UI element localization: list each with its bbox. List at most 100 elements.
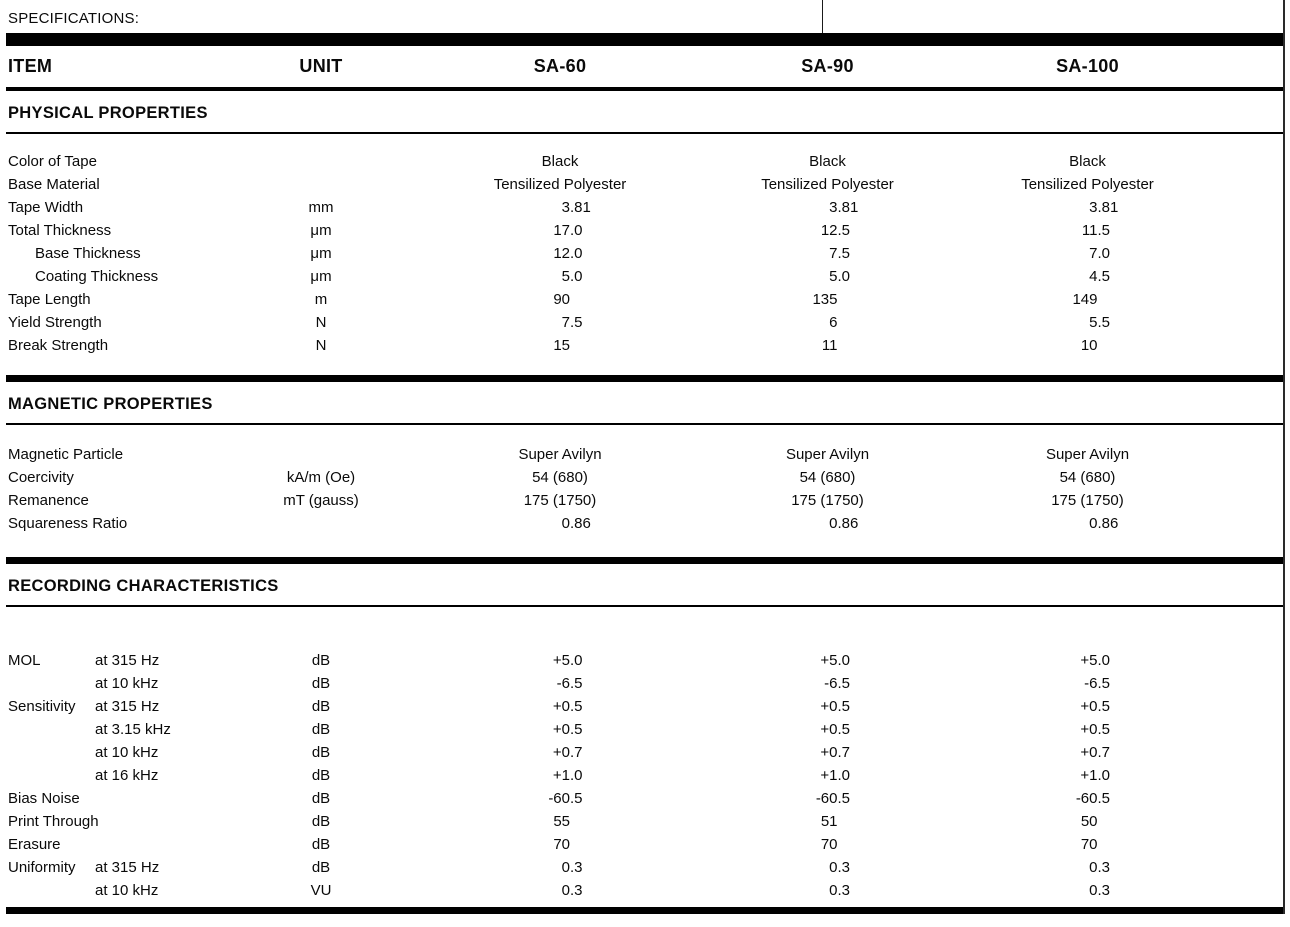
value-cell-sa90: 6 [715, 311, 940, 334]
value-int: 135 [812, 291, 838, 308]
spec-row: Squareness Ratio 0.86 0.86 0.86 [0, 512, 1290, 535]
value-int: 70 [1080, 836, 1098, 853]
decimal-aligned-value: 55 [528, 810, 592, 833]
item-label-cell: Erasure [0, 833, 237, 856]
value-int: +1 [820, 767, 838, 784]
decimal-aligned-value: +0.5 [1056, 718, 1120, 741]
unit-cell: VU [310, 882, 332, 899]
spec-row: Magnetic Particle Super Avilyn Super Avily… [0, 443, 1290, 466]
decimal-aligned-value: -60.5 [796, 787, 860, 810]
unit-cell: m [314, 291, 328, 308]
unit-cell: dB [311, 744, 331, 761]
value-cell-sa90: 70 [715, 833, 940, 856]
decimal-aligned-value: 50 [1056, 810, 1120, 833]
value-cell-sa90: 0.3 [715, 879, 940, 902]
item-label-cell: Base Material [0, 173, 237, 196]
decimal-aligned-value: -6.5 [796, 672, 860, 695]
value-frac: .86 [570, 515, 591, 532]
value-cell-sa90: +1.0 [715, 764, 940, 787]
value-int: 11 [821, 337, 838, 354]
item-label [0, 672, 95, 695]
spec-row: Total Thickness μm 17.0 12.5 11.5 [0, 219, 1290, 242]
spec-row: Coercivity kA/m (Oe) 54 (680) 54 (680) 54 (6… [0, 466, 1290, 489]
decimal-aligned-value: 0.86 [796, 512, 860, 535]
spec-row: Base Thickness μm 12.0 7.5 7.0 [0, 242, 1290, 265]
value-cell-sa60: 175 (1750) [523, 492, 597, 509]
value-frac: .5 [837, 721, 851, 738]
value-frac [570, 833, 592, 856]
item-label-cell: Sensitivity at 315 Hz [0, 695, 237, 718]
value-frac: .7 [1097, 744, 1111, 761]
value-cell-sa100: +1.0 [940, 764, 1235, 787]
decimal-aligned-value: +0.7 [796, 741, 860, 764]
item-label [0, 764, 95, 787]
item-label: Coating Thickness [35, 268, 159, 285]
value-frac: .5 [1097, 790, 1111, 807]
value-cell-sa60: 3.81 [405, 196, 715, 219]
item-label-cell: at 10 kHz [0, 741, 237, 764]
value-int: 7 [1089, 245, 1098, 262]
item-condition-label: at 16 kHz [95, 767, 159, 784]
value-int: 51 [820, 813, 838, 830]
item-condition-label: at 3.15 kHz [95, 721, 171, 738]
value-cell-sa100: 5.5 [940, 311, 1235, 334]
item-label: Magnetic Particle [8, 446, 124, 463]
decimal-aligned-value: 7.5 [796, 242, 860, 265]
value-frac [570, 334, 592, 357]
item-condition-label: at 315 Hz [95, 698, 160, 715]
value-cell-sa100: +5.0 [940, 649, 1235, 672]
value-frac: .7 [570, 744, 583, 761]
unit-cell: dB [311, 790, 331, 807]
item-label: Color of Tape [8, 153, 97, 170]
value-frac [838, 334, 860, 357]
unit-cell [237, 443, 405, 466]
item-condition-label: at 10 kHz [95, 882, 159, 899]
value-int: 90 [553, 291, 570, 308]
value-cell-sa90: -6.5 [715, 672, 940, 695]
unit-cell: dB [311, 675, 331, 692]
unit-cell: mm [308, 199, 334, 216]
unit-cell [237, 512, 405, 535]
value-int: 50 [1080, 813, 1098, 830]
value-cell-sa90: +0.7 [715, 741, 940, 764]
item-label: Tape Width [8, 199, 84, 216]
value-frac: .3 [1097, 859, 1111, 876]
unit-cell: N [315, 337, 327, 354]
value-int: +0 [820, 744, 838, 761]
value-cell-sa60: Tensilized Polyester [493, 176, 627, 193]
spec-row: Erasure dB 70 70 70 [0, 833, 1290, 856]
value-int: +5 [552, 652, 570, 669]
column-header-item: ITEM [8, 56, 53, 76]
value-frac: .5 [570, 314, 583, 331]
value-cell-sa100: 10 [940, 334, 1235, 357]
value-cell-sa100: 70 [940, 833, 1235, 856]
value-int: 55 [553, 813, 570, 830]
value-cell-sa100: Tensilized Polyester [1021, 176, 1154, 193]
column-header-unit: UNIT [299, 56, 343, 76]
decimal-aligned-value: +1.0 [1056, 764, 1120, 787]
decimal-aligned-value: +1.0 [796, 764, 860, 787]
value-int: 5 [561, 268, 570, 285]
value-cell-sa60: Black [541, 153, 579, 170]
value-cell-sa60: 5.0 [405, 265, 715, 288]
value-int: +5 [1080, 652, 1098, 669]
decimal-aligned-value: +0.5 [1056, 695, 1120, 718]
value-int: 17 [553, 222, 570, 239]
section-divider-bar [6, 557, 1284, 564]
item-label-cell: at 3.15 kHz [0, 718, 237, 741]
value-int: 0 [829, 515, 838, 532]
item-condition-label: at 315 Hz [95, 859, 160, 876]
value-int: 5 [829, 268, 838, 285]
decimal-aligned-value: 3.81 [1056, 196, 1120, 219]
value-cell-sa60: +5.0 [405, 649, 715, 672]
value-int: +0 [552, 698, 570, 715]
value-frac: .0 [837, 767, 851, 784]
decimal-aligned-value: 4.5 [1056, 265, 1120, 288]
unit-cell: dB [311, 767, 331, 784]
value-cell-sa100: 0.3 [940, 879, 1235, 902]
spec-row: Sensitivity at 315 Hz dB +0.5 +0.5 +0.5 [0, 695, 1290, 718]
value-cell-sa90: 0.3 [715, 856, 940, 879]
value-cell-sa100: 54 (680) [1059, 469, 1116, 486]
value-cell-sa90: Tensilized Polyester [761, 176, 894, 193]
